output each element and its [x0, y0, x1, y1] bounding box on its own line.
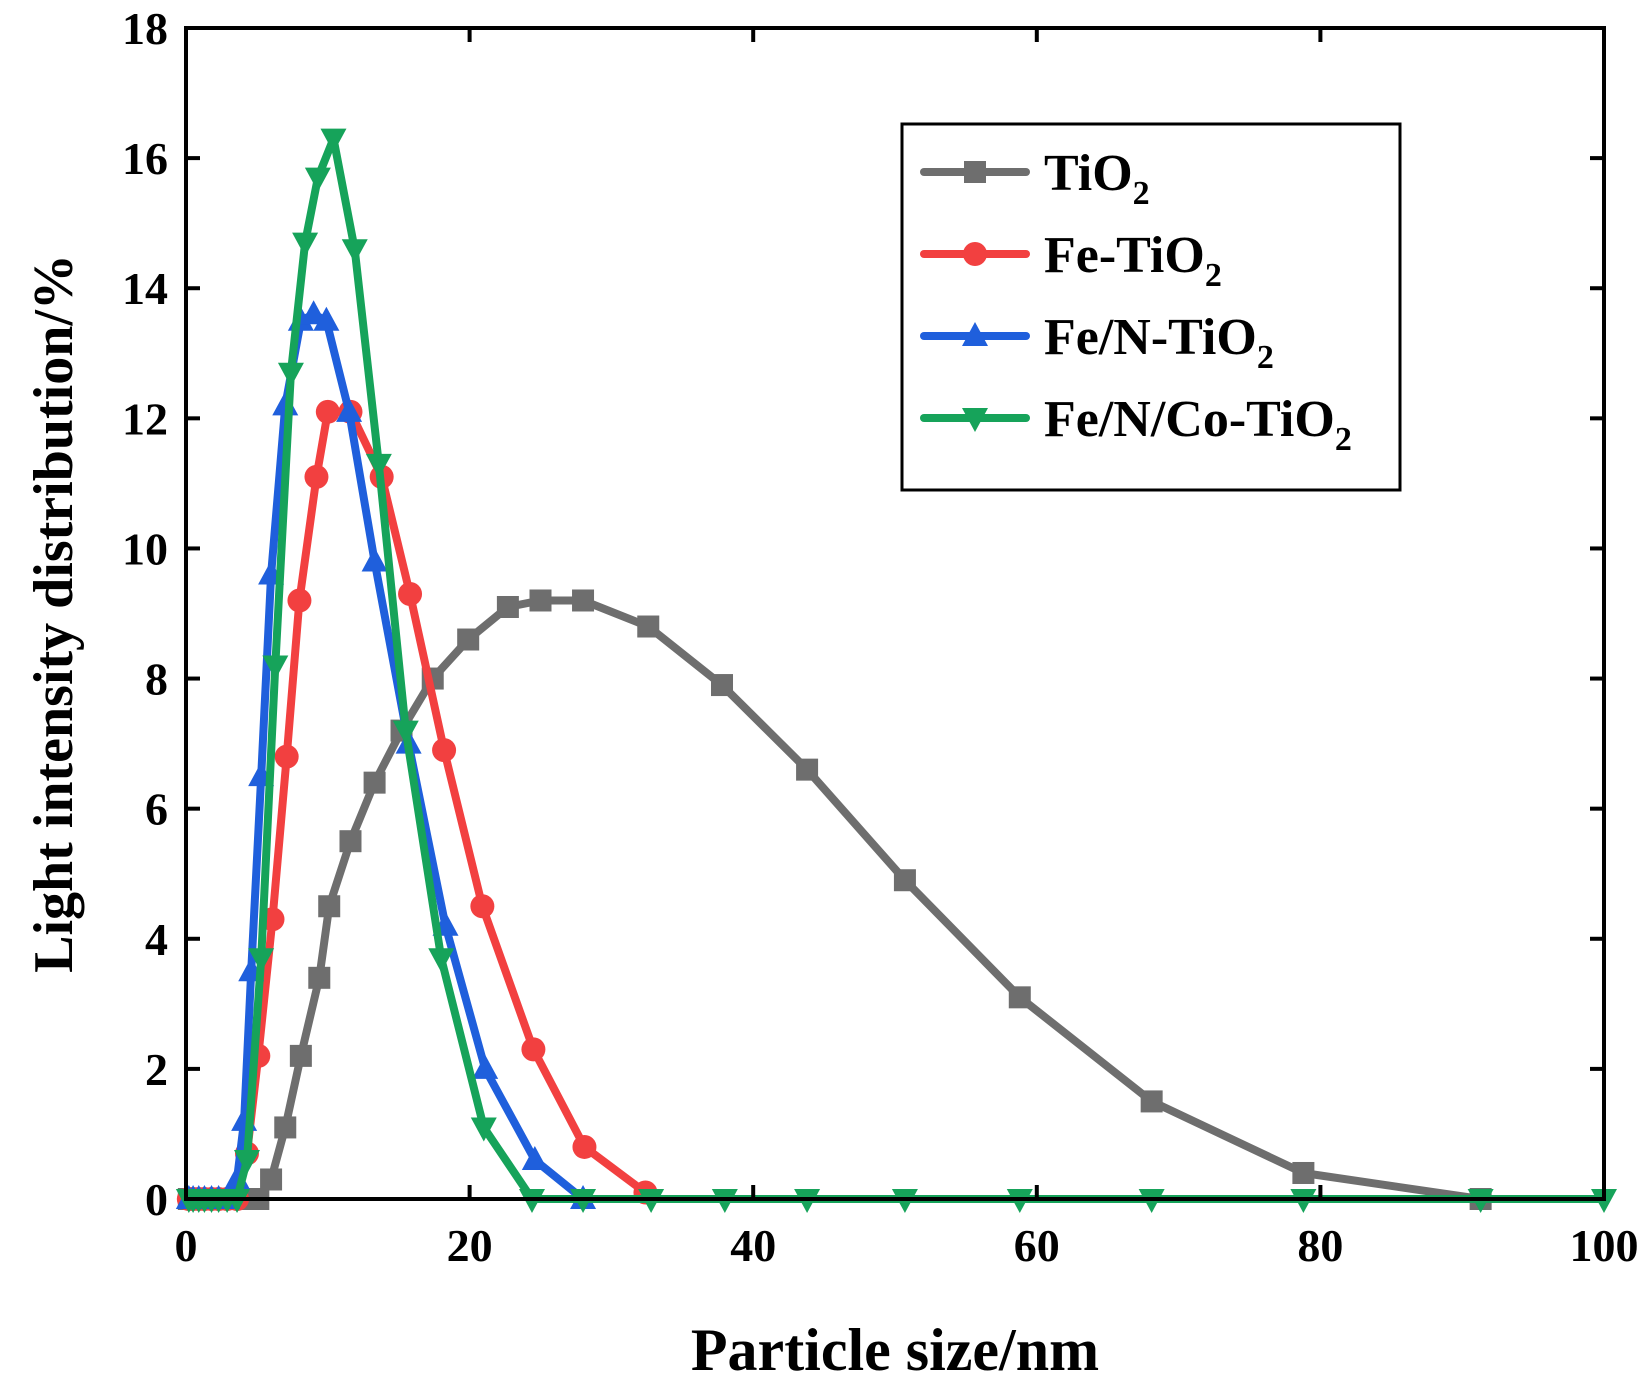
plot-frame: [184, 26, 1606, 1201]
series-1-point: [893, 869, 916, 892]
series-4-point: [262, 655, 289, 680]
x-axis-label: Particle size/nm: [691, 1317, 1099, 1383]
x-tick-label: 40: [730, 1220, 776, 1271]
series-2-point: [287, 588, 312, 613]
axes-layer: 0 20 40 60 80 100 0 2 4 6 8 10 12 14 16 18: [122, 3, 1639, 1271]
series-3-point: [361, 547, 388, 572]
legend-label: TiO2: [1044, 145, 1150, 212]
series-2-point: [470, 894, 495, 919]
y-tick-label: 2: [145, 1044, 168, 1095]
series-4-point: [365, 453, 392, 478]
legend-item-2: Fe-TiO2: [920, 227, 1222, 294]
series-2-point: [315, 399, 340, 424]
y-tick-label: 10: [122, 523, 168, 574]
legend-marker: [962, 408, 988, 432]
y-tick-label: 8: [145, 654, 168, 705]
series-1-point: [363, 771, 386, 794]
legend-label-text: Fe/N/Co-TiO: [1044, 391, 1335, 448]
series-2-point: [398, 581, 423, 606]
series-4-point: [233, 1149, 260, 1174]
series-1-point: [308, 966, 331, 989]
y-tick-label: 0: [145, 1174, 168, 1225]
series-1-point: [1140, 1090, 1163, 1113]
series-1-point: [1008, 986, 1031, 1009]
series-1-point: [260, 1168, 283, 1191]
x-tick-label: 80: [1297, 1220, 1343, 1271]
series-1-point: [637, 615, 660, 638]
x-tick-label: 0: [175, 1220, 198, 1271]
series-2-point: [432, 738, 457, 763]
legend-item-3: Fe/N-TiO2: [920, 309, 1274, 376]
legend-label: Fe-TiO2: [1044, 227, 1222, 294]
y-tick-label: 16: [122, 133, 168, 184]
series-4-point: [428, 948, 455, 973]
legend-label: Fe/N-TiO2: [1044, 309, 1274, 376]
series-4-point: [320, 128, 347, 153]
series-3-point: [472, 1054, 499, 1079]
legend-label-subscript: 2: [1335, 421, 1352, 458]
series-4-point: [292, 232, 319, 257]
series-3-point: [521, 1145, 548, 1170]
y-tick-label: 12: [122, 393, 168, 444]
legend-label-subscript: 2: [1257, 339, 1274, 376]
series-1-point: [339, 830, 362, 853]
series-1-point: [457, 628, 480, 651]
series-line-1: [184, 596, 1485, 1203]
legend-marker: [964, 161, 986, 183]
legend-item-1: TiO2: [920, 145, 1150, 212]
series-1-point: [572, 589, 595, 612]
legend-label-text: Fe-TiO: [1044, 227, 1205, 284]
series-3-point: [336, 397, 363, 422]
series-1-point: [711, 674, 734, 697]
series-4-point: [277, 362, 304, 387]
series-1-point: [289, 1044, 312, 1067]
series-1-point: [318, 895, 341, 918]
y-tick-label: 14: [122, 263, 168, 314]
series-2-point: [274, 744, 299, 769]
series-1-point: [529, 589, 552, 612]
series-4-point: [341, 239, 368, 264]
series-1: [177, 589, 1492, 1210]
legend-label: Fe/N/Co-TiO2: [1044, 391, 1352, 458]
y-tick-label: 6: [145, 784, 168, 835]
y-tick-label: 18: [122, 3, 168, 54]
series-1-point: [796, 758, 819, 781]
legend-label-text: TiO: [1044, 145, 1133, 202]
legend-item-4: Fe/N/Co-TiO2: [920, 391, 1352, 458]
series-3-point: [300, 300, 327, 325]
legend-marker: [962, 322, 988, 346]
y-tick-label: 4: [145, 914, 168, 965]
x-tick-label: 60: [1014, 1220, 1060, 1271]
x-tick-label: 20: [447, 1220, 493, 1271]
y-axis-label: Light intensity distribution/%: [23, 254, 85, 973]
series-4-point: [248, 948, 275, 973]
series-1-point: [496, 595, 519, 618]
series-4-point: [304, 167, 331, 192]
series-1-point: [1292, 1161, 1315, 1184]
series-2-point: [572, 1134, 597, 1159]
legend-label-text: Fe/N-TiO: [1044, 309, 1257, 366]
legend-label-subscript: 2: [1133, 175, 1150, 212]
series-3-point: [313, 306, 340, 331]
series-2-point: [521, 1037, 546, 1062]
legend-label-subscript: 2: [1205, 257, 1222, 294]
legend-box: [900, 122, 1402, 492]
series-2-point: [304, 464, 329, 489]
series-4-point: [392, 720, 419, 745]
series-4-point: [470, 1117, 497, 1142]
legend-marker: [963, 242, 987, 266]
series-1-point: [274, 1116, 297, 1139]
x-tick-label: 100: [1570, 1220, 1639, 1271]
